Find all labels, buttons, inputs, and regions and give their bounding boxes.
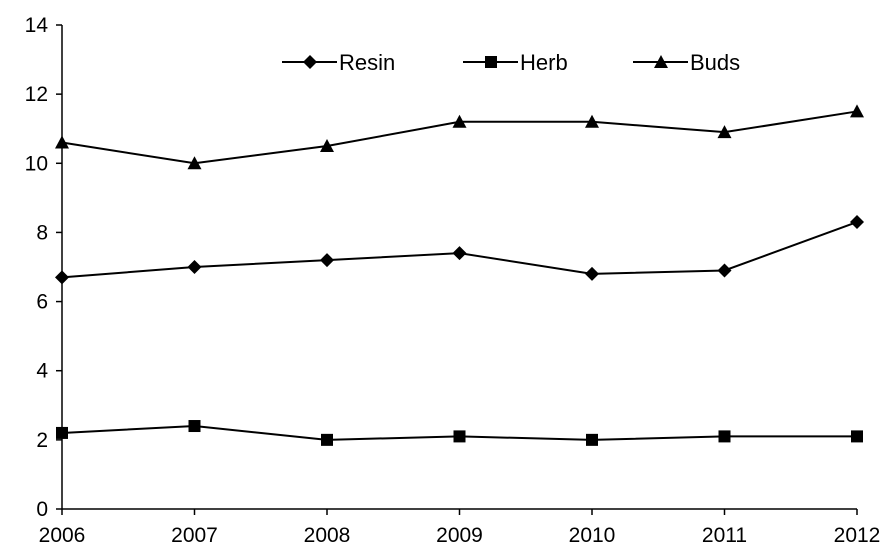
x-tick-label: 2008 <box>304 524 351 547</box>
resin-point <box>585 266 599 281</box>
resin-point <box>187 260 202 274</box>
axes: 0 2 4 6 8 10 12 14 2006 2007 2008 2009 2010 2011 2012 <box>25 14 881 547</box>
buds-point <box>717 125 732 139</box>
herb-point <box>851 430 863 443</box>
legend-item-herb: Herb <box>463 50 568 75</box>
legend-diamond-icon <box>303 55 317 69</box>
herb-point <box>321 433 333 446</box>
buds-point <box>187 156 202 170</box>
x-tick-label: 2007 <box>171 524 218 547</box>
x-tick-label: 2010 <box>569 524 616 547</box>
herb-point <box>56 426 68 439</box>
legend-label: Herb <box>520 50 568 75</box>
buds-point <box>452 114 467 128</box>
resin-point <box>320 253 334 268</box>
resin-point <box>55 270 69 285</box>
legend-label: Buds <box>690 50 740 75</box>
y-tick-label: 2 <box>36 429 48 452</box>
y-tick-label: 12 <box>25 83 48 106</box>
series-layer <box>55 104 864 446</box>
x-tick-label: 2009 <box>436 524 483 547</box>
resin-series <box>55 215 864 285</box>
legend-item-resin: Resin <box>282 50 395 75</box>
y-tick-label: 4 <box>36 360 48 383</box>
resin-point <box>452 246 467 261</box>
legend: Resin Herb Buds <box>282 50 740 75</box>
legend-triangle-icon <box>654 55 668 68</box>
buds-point <box>585 114 599 128</box>
y-tick-label: 14 <box>25 14 49 37</box>
buds-series <box>55 104 864 170</box>
y-tick-label: 10 <box>25 152 48 175</box>
herb-point <box>188 420 201 433</box>
resin-point <box>717 263 732 278</box>
x-tick-label: 2011 <box>702 524 747 547</box>
buds-point <box>55 135 69 149</box>
resin-point <box>850 215 864 230</box>
herb-point <box>586 433 598 446</box>
buds-point <box>850 104 864 118</box>
legend-item-buds: Buds <box>633 50 740 75</box>
herb-point <box>718 430 731 443</box>
buds-point <box>320 139 334 152</box>
herb-series <box>56 420 863 446</box>
herb-point <box>453 430 466 443</box>
x-tick-label: 2006 <box>39 524 86 547</box>
legend-square-icon <box>485 56 497 68</box>
y-tick-label: 0 <box>36 498 48 521</box>
x-tick-label: 2012 <box>834 524 881 547</box>
y-tick-label: 8 <box>36 221 48 244</box>
y-tick-label: 6 <box>36 291 48 314</box>
legend-label: Resin <box>339 50 395 75</box>
